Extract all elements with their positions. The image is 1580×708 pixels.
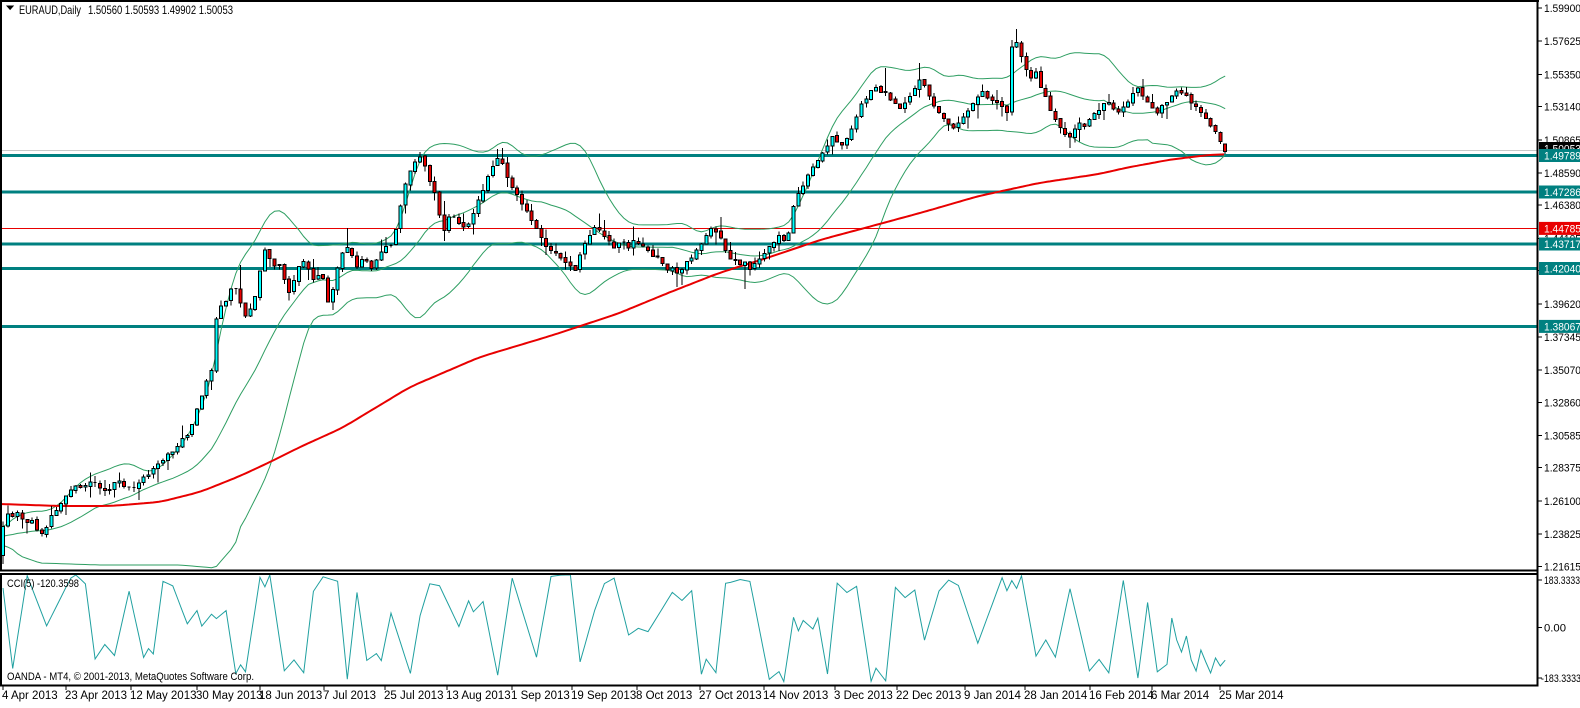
svg-text:1.30585: 1.30585 <box>1544 431 1580 443</box>
svg-text:22 Dec 2013: 22 Dec 2013 <box>896 690 961 702</box>
svg-text:1.35070: 1.35070 <box>1544 365 1580 377</box>
svg-text:16 Feb 2014: 16 Feb 2014 <box>1089 690 1154 702</box>
svg-text:14 Nov 2013: 14 Nov 2013 <box>763 690 828 702</box>
svg-text:1.57625: 1.57625 <box>1544 36 1580 48</box>
svg-text:27 Oct 2013: 27 Oct 2013 <box>699 690 762 702</box>
svg-text:1.37345: 1.37345 <box>1544 332 1580 344</box>
svg-text:1.59900: 1.59900 <box>1544 3 1580 15</box>
svg-text:1.23825: 1.23825 <box>1544 529 1580 541</box>
svg-text:28 Jan 2014: 28 Jan 2014 <box>1024 690 1088 702</box>
svg-text:1.55350: 1.55350 <box>1544 69 1580 81</box>
svg-text:1.47286: 1.47286 <box>1544 187 1580 199</box>
svg-text:CCI(5) -120.3598: CCI(5) -120.3598 <box>7 578 79 590</box>
svg-text:1.48590: 1.48590 <box>1544 168 1580 180</box>
svg-text:1.53140: 1.53140 <box>1544 102 1580 114</box>
svg-text:19 Sep 2013: 19 Sep 2013 <box>571 690 636 702</box>
svg-text:0.00: 0.00 <box>1544 623 1566 635</box>
svg-text:30 May 2013: 30 May 2013 <box>196 690 263 702</box>
svg-text:OANDA - MT4, © 2001-2013, Meta: OANDA - MT4, © 2001-2013, MetaQuotes Sof… <box>7 671 254 683</box>
svg-text:1.46380: 1.46380 <box>1544 200 1580 212</box>
svg-text:1.42040: 1.42040 <box>1544 264 1580 276</box>
svg-text:6 Mar 2014: 6 Mar 2014 <box>1151 690 1210 702</box>
svg-text:1.21615: 1.21615 <box>1544 561 1580 573</box>
svg-text:25 Jul 2013: 25 Jul 2013 <box>384 690 443 702</box>
svg-text:-183.3333: -183.3333 <box>1541 673 1580 685</box>
svg-text:25 Mar 2014: 25 Mar 2014 <box>1219 690 1284 702</box>
svg-text:3 Dec 2013: 3 Dec 2013 <box>834 690 893 702</box>
svg-text:12 May 2013: 12 May 2013 <box>130 690 197 702</box>
svg-text:8 Oct 2013: 8 Oct 2013 <box>636 690 692 702</box>
svg-text:23 Apr 2013: 23 Apr 2013 <box>65 690 127 702</box>
svg-text:183.3333: 183.3333 <box>1544 575 1580 587</box>
svg-text:1 Sep 2013: 1 Sep 2013 <box>511 690 570 702</box>
svg-text:9 Jan 2014: 9 Jan 2014 <box>964 690 1022 702</box>
svg-text:1.38067: 1.38067 <box>1544 321 1580 333</box>
svg-text:7 Jul 2013: 7 Jul 2013 <box>323 690 376 702</box>
svg-text:18 Jun 2013: 18 Jun 2013 <box>259 690 322 702</box>
svg-text:1.50560 1.50593 1.49902 1.5005: 1.50560 1.50593 1.49902 1.50053 <box>88 3 233 17</box>
svg-text:1.32860: 1.32860 <box>1544 397 1580 409</box>
svg-text:1.39620: 1.39620 <box>1544 299 1580 311</box>
svg-text:1.49789: 1.49789 <box>1544 151 1580 163</box>
svg-text:13 Aug 2013: 13 Aug 2013 <box>446 690 511 702</box>
svg-text:EURAUD,Daily: EURAUD,Daily <box>19 3 81 17</box>
svg-text:4 Apr 2013: 4 Apr 2013 <box>2 690 58 702</box>
svg-text:1.28375: 1.28375 <box>1544 463 1580 475</box>
svg-text:1.26100: 1.26100 <box>1544 496 1580 508</box>
svg-text:1.43717: 1.43717 <box>1544 239 1580 251</box>
svg-text:1.44785: 1.44785 <box>1544 223 1580 235</box>
